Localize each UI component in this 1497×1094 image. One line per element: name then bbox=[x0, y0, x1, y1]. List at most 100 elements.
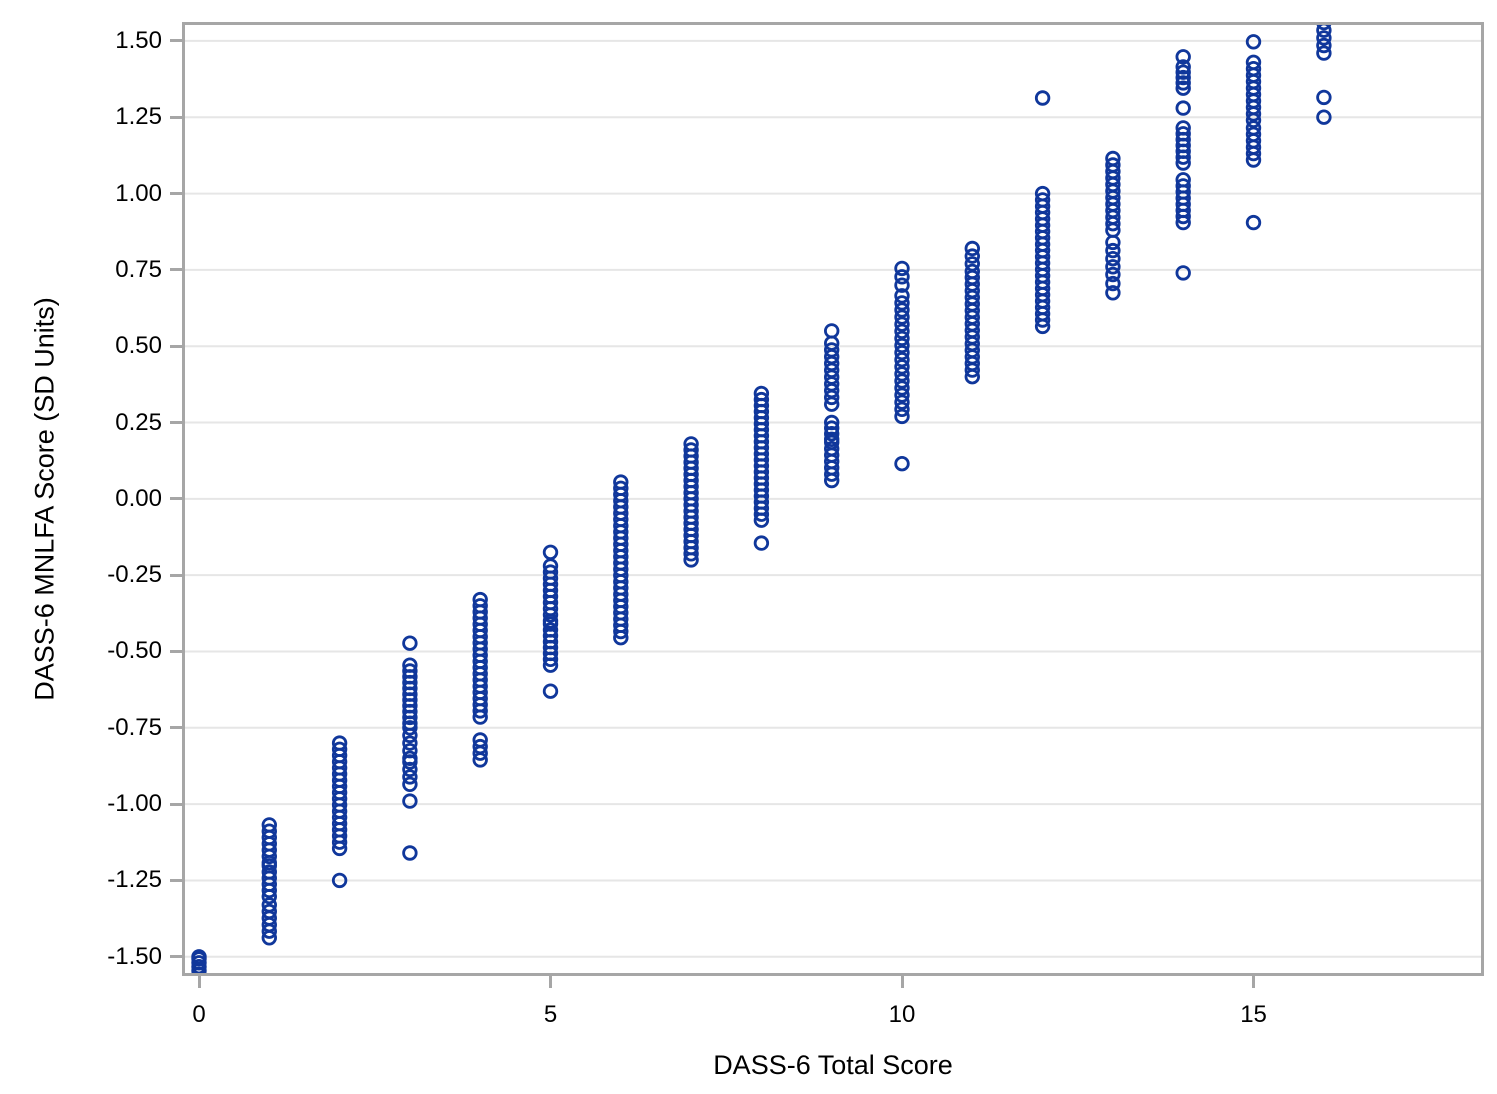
data-point bbox=[1034, 90, 1051, 106]
data-point bbox=[964, 369, 981, 385]
data-point bbox=[1175, 149, 1191, 165]
data-point bbox=[1175, 265, 1191, 281]
data-point bbox=[894, 456, 910, 472]
data-point bbox=[894, 260, 910, 277]
y-tick-mark bbox=[170, 649, 182, 653]
data-point bbox=[542, 607, 559, 623]
y-tick-mark bbox=[170, 268, 182, 272]
data-point bbox=[402, 761, 418, 778]
data-point bbox=[1316, 89, 1332, 106]
data-point bbox=[894, 316, 910, 332]
data-point bbox=[824, 472, 840, 489]
data-point bbox=[613, 623, 629, 640]
data-point bbox=[894, 344, 910, 361]
data-point bbox=[542, 657, 559, 673]
data-point bbox=[261, 848, 278, 865]
data-point bbox=[683, 552, 699, 568]
data-point bbox=[824, 420, 840, 436]
y-tick-label: -0.50 bbox=[107, 637, 162, 665]
data-point bbox=[1175, 100, 1191, 116]
data-point bbox=[1105, 215, 1121, 232]
y-tick-mark bbox=[170, 878, 182, 882]
y-tick-mark bbox=[170, 955, 182, 959]
data-point bbox=[402, 769, 418, 785]
y-tick-label: 1.25 bbox=[115, 103, 162, 131]
scatter-canvas bbox=[182, 22, 1484, 976]
data-point bbox=[894, 366, 910, 382]
x-axis-title: DASS-6 Total Score bbox=[713, 1050, 953, 1080]
data-point bbox=[894, 295, 910, 311]
data-point bbox=[1245, 34, 1262, 50]
data-point bbox=[402, 720, 418, 736]
data-point bbox=[824, 414, 840, 431]
data-point bbox=[472, 745, 488, 761]
data-point bbox=[261, 923, 278, 939]
data-point bbox=[894, 288, 910, 304]
y-tick-mark bbox=[170, 115, 182, 119]
data-point bbox=[1175, 59, 1191, 75]
data-point bbox=[1034, 318, 1051, 335]
y-tick-label: 0.75 bbox=[115, 255, 162, 283]
data-point bbox=[402, 709, 418, 726]
data-point bbox=[1316, 45, 1332, 61]
data-point bbox=[402, 635, 418, 651]
y-tick-label: -0.25 bbox=[107, 561, 162, 589]
data-point bbox=[261, 888, 278, 905]
data-point bbox=[894, 387, 910, 403]
data-point bbox=[402, 793, 418, 809]
y-tick-mark bbox=[170, 726, 182, 730]
data-point bbox=[753, 506, 770, 522]
data-point bbox=[1245, 112, 1262, 129]
y-tick-label: 0.00 bbox=[115, 484, 162, 512]
y-tick-mark bbox=[170, 573, 182, 577]
data-point bbox=[1175, 69, 1191, 86]
data-point bbox=[964, 240, 981, 257]
y-tick-mark bbox=[170, 421, 182, 425]
y-tick-mark bbox=[170, 39, 182, 43]
data-point bbox=[1175, 49, 1191, 65]
data-point bbox=[613, 630, 629, 646]
y-tick-mark bbox=[170, 192, 182, 196]
x-tick-mark bbox=[900, 976, 904, 988]
y-tick-label: 0.25 bbox=[115, 408, 162, 436]
y-tick-label: -1.50 bbox=[107, 942, 162, 970]
data-point bbox=[894, 323, 910, 340]
data-point bbox=[894, 337, 910, 354]
y-tick-label: -1.25 bbox=[107, 866, 162, 894]
data-point bbox=[1034, 312, 1051, 328]
data-point bbox=[1105, 234, 1121, 251]
data-point bbox=[331, 834, 348, 850]
data-point bbox=[1245, 214, 1262, 231]
data-point bbox=[1105, 275, 1121, 292]
data-point bbox=[542, 544, 559, 561]
data-point bbox=[1105, 266, 1121, 283]
y-tick-mark bbox=[170, 497, 182, 501]
data-point bbox=[402, 735, 418, 751]
data-point bbox=[824, 466, 840, 482]
data-point bbox=[1316, 109, 1332, 125]
x-tick-label: 15 bbox=[1240, 1001, 1267, 1028]
data-point bbox=[894, 380, 910, 396]
y-tick-mark bbox=[170, 344, 182, 348]
data-point bbox=[1175, 214, 1191, 231]
data-point bbox=[402, 754, 418, 770]
x-tick-mark bbox=[197, 976, 201, 988]
data-point bbox=[1105, 250, 1121, 267]
y-axis-title: DASS-6 MNLFA Score (SD Units) bbox=[29, 297, 60, 701]
data-point bbox=[472, 709, 488, 725]
data-point bbox=[472, 703, 488, 719]
y-tick-label: 0.50 bbox=[115, 332, 162, 360]
y-tick-label: 1.50 bbox=[115, 26, 162, 54]
data-point bbox=[1316, 30, 1332, 46]
data-point bbox=[1105, 285, 1121, 301]
y-tick-label: 1.00 bbox=[115, 179, 162, 207]
data-point bbox=[753, 512, 770, 528]
x-tick-label: 5 bbox=[543, 1001, 558, 1028]
data-point bbox=[1245, 145, 1262, 162]
data-point bbox=[964, 248, 981, 264]
data-point bbox=[331, 872, 348, 889]
data-point bbox=[402, 727, 418, 744]
data-point bbox=[402, 776, 418, 793]
data-point bbox=[542, 683, 559, 699]
